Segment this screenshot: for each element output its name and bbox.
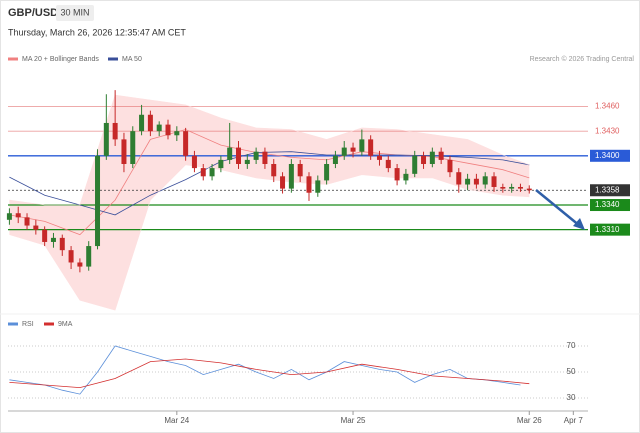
- candle-body: [253, 151, 259, 160]
- candle-body: [15, 213, 21, 218]
- candle-body: [68, 250, 74, 263]
- level-box: [590, 184, 630, 197]
- candle-body: [139, 114, 145, 132]
- timestamp: Thursday, March 26, 2026 12:35:47 AM CET: [8, 27, 186, 37]
- candle-body: [288, 163, 294, 189]
- candle-body: [130, 131, 136, 164]
- candle-body: [306, 176, 312, 193]
- legend-label: RSI: [22, 321, 34, 328]
- legend-label: MA 20 + Bollinger Bands: [22, 56, 99, 63]
- candle-body: [456, 172, 462, 185]
- x-tick-label: Mar 24: [164, 416, 189, 425]
- candle-body: [376, 155, 382, 160]
- y-tick-label: 50: [567, 367, 576, 376]
- candle-body: [324, 163, 330, 181]
- candle-body: [421, 155, 427, 164]
- candle-body: [174, 131, 180, 136]
- candle-body: [33, 225, 39, 230]
- candle-body: [191, 155, 197, 169]
- candle-body: [341, 147, 347, 156]
- candle-body: [438, 151, 444, 160]
- candle-body: [218, 159, 224, 169]
- candle-body: [156, 124, 162, 132]
- candle-body: [271, 163, 277, 177]
- level-label: 1.3400: [595, 151, 620, 160]
- candle-body: [482, 176, 488, 185]
- bollinger-band: [9, 95, 530, 311]
- candle-body: [473, 178, 479, 185]
- level-label: 1.3460: [595, 102, 620, 111]
- level-label: 1.3358: [595, 185, 620, 194]
- x-tick-label: Mar 26: [517, 416, 542, 425]
- candle-body: [165, 124, 171, 136]
- candle-body: [368, 139, 374, 156]
- candle-body: [227, 147, 233, 160]
- candle-body: [86, 246, 92, 267]
- candle-body: [359, 139, 365, 152]
- candle-body: [447, 159, 453, 173]
- main-layer: [6, 90, 532, 311]
- candle-body: [50, 237, 56, 242]
- candle-body: [244, 159, 250, 164]
- candle-body: [59, 237, 65, 251]
- candle-body: [403, 173, 409, 181]
- forecast-arrow: [535, 189, 581, 227]
- interval: 30 MIN: [60, 7, 89, 17]
- candle-body: [95, 155, 101, 247]
- rsi-line: [9, 358, 530, 389]
- x-tick-label: Mar 25: [341, 416, 366, 425]
- candle-body: [183, 131, 189, 156]
- x-tick-label: Apr 7: [564, 416, 584, 425]
- candle-body: [77, 262, 83, 267]
- candle-body: [491, 176, 497, 187]
- candle-body: [412, 155, 418, 174]
- candle-body: [262, 151, 268, 164]
- candle-body: [509, 186, 515, 189]
- candle-body: [112, 122, 118, 140]
- candle-body: [517, 186, 523, 189]
- candle-body: [350, 147, 356, 152]
- candle-body: [315, 180, 321, 193]
- level-box: [590, 199, 630, 212]
- level-box: [590, 149, 630, 162]
- candle-body: [103, 122, 109, 156]
- candle-body: [121, 139, 127, 164]
- candle-body: [280, 176, 286, 189]
- level-label: 1.3430: [595, 126, 620, 135]
- credit: Research © 2026 Trading Central: [530, 55, 635, 63]
- level-label: 1.3310: [595, 225, 620, 234]
- symbol: GBP/USD: [8, 7, 58, 19]
- candle-body: [429, 151, 435, 164]
- legend-label: 9MA: [58, 321, 73, 328]
- rsi-line: [9, 345, 521, 395]
- candle-body: [209, 168, 215, 177]
- candle-body: [385, 159, 391, 169]
- candle-body: [332, 155, 338, 164]
- forecast-arrow-head: [573, 218, 585, 230]
- legend-label: MA 50: [122, 56, 142, 63]
- interval-badge: [56, 5, 94, 21]
- level-label: 1.3340: [595, 200, 620, 209]
- candle-body: [297, 163, 303, 177]
- candle-body: [465, 178, 471, 185]
- candle-body: [394, 168, 400, 181]
- candle-body: [500, 186, 506, 189]
- level-box: [590, 223, 630, 236]
- candle-body: [200, 168, 206, 177]
- candle-body: [24, 217, 30, 226]
- y-tick-label: 30: [567, 393, 576, 402]
- y-tick-label: 70: [567, 341, 576, 350]
- candle-body: [6, 213, 12, 220]
- candle-body: [42, 229, 48, 242]
- candle-body: [235, 147, 241, 164]
- candle-body: [526, 188, 532, 191]
- candle-body: [147, 114, 153, 132]
